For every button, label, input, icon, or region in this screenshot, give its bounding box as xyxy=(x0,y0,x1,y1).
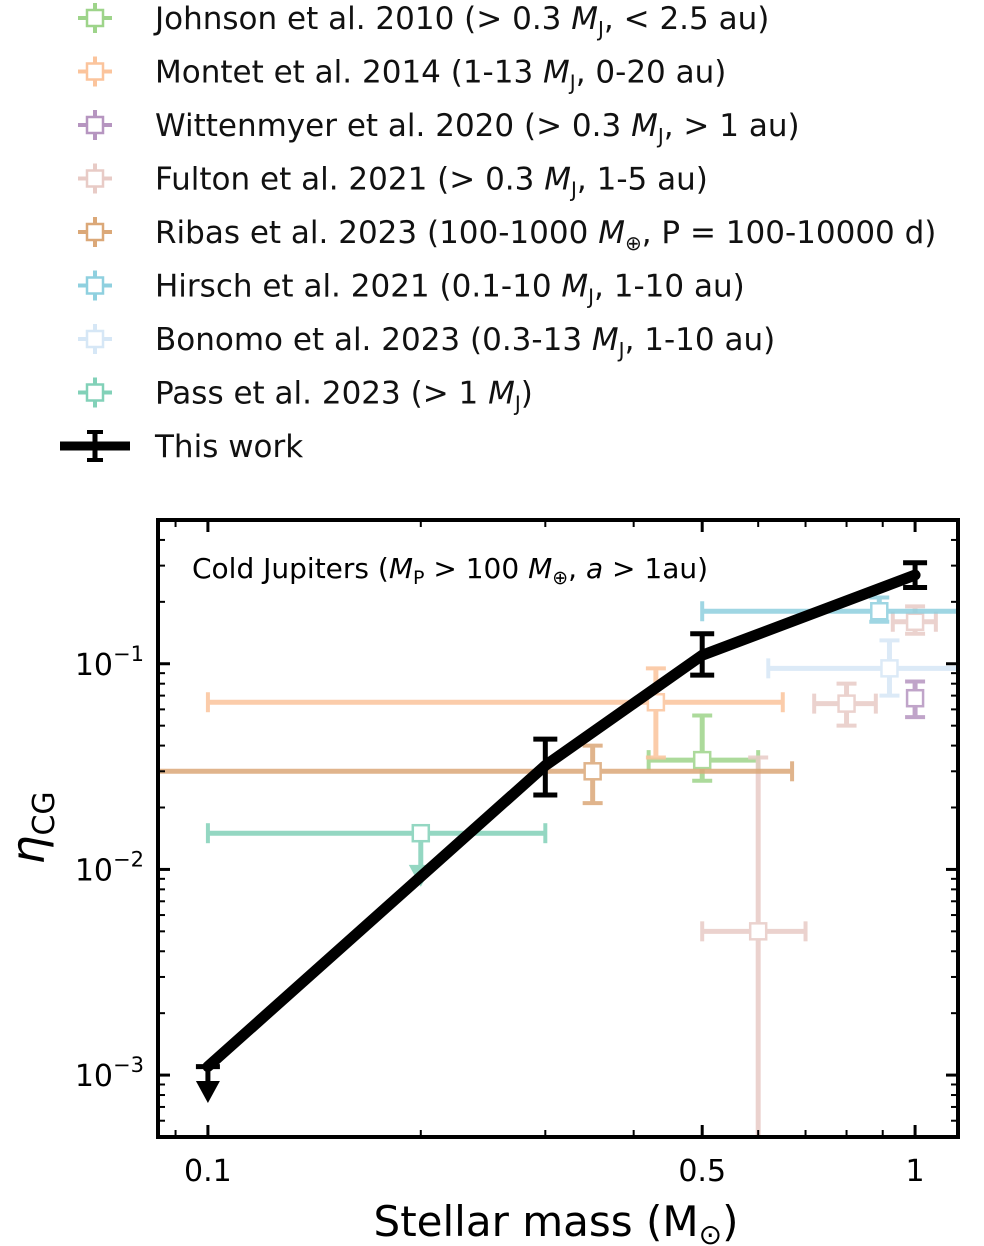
x-tick-label: 0.5 xyxy=(678,1154,726,1189)
legend-label: Bonomo et al. 2023 (0.3-13 MJ, 1-10 au) xyxy=(155,322,775,362)
legend-label: Ribas et al. 2023 (100-1000 M⊕, P = 100-… xyxy=(155,215,936,255)
legend-marker xyxy=(85,8,105,28)
series-6 xyxy=(766,638,958,698)
legend: Johnson et al. 2010 (> 0.3 MJ, < 2.5 au)… xyxy=(60,1,936,465)
legend-label: Wittenmyer et al. 2020 (> 0.3 MJ, > 1 au… xyxy=(155,108,800,148)
legend-entry: This work xyxy=(60,429,303,465)
legend-entry: Fulton et al. 2021 (> 0.3 MJ, 1-5 au) xyxy=(78,162,708,202)
legend-entry: Pass et al. 2023 (> 1 MJ) xyxy=(78,376,533,416)
square-marker xyxy=(748,922,768,941)
series-2 xyxy=(905,679,926,720)
data-point xyxy=(766,638,958,698)
data-point xyxy=(905,679,926,720)
x-tick-label: 0.1 xyxy=(184,1154,232,1189)
legend-label: Hirsch et al. 2021 (0.1-10 MJ, 1-10 au) xyxy=(155,269,745,309)
x-axis-label: Stellar mass (M⊙) xyxy=(374,1197,739,1246)
point-marker xyxy=(697,650,708,661)
series-8 xyxy=(195,560,928,1104)
square-marker xyxy=(837,694,856,713)
square-marker xyxy=(692,750,712,770)
legend-marker xyxy=(85,276,105,295)
legend-marker xyxy=(85,169,105,188)
series-7 xyxy=(205,823,548,887)
plot-marks xyxy=(158,560,958,1137)
data-point xyxy=(812,681,878,728)
square-marker xyxy=(905,612,925,632)
data-point xyxy=(205,823,548,887)
square-marker xyxy=(870,602,889,621)
legend-label: Johnson et al. 2010 (> 0.3 MJ, < 2.5 au) xyxy=(153,1,769,41)
data-point xyxy=(700,755,808,1137)
y-tick-label: 10−3 xyxy=(75,1053,144,1094)
data-point xyxy=(903,560,928,590)
x-tick-label: 1 xyxy=(906,1154,925,1189)
data-point xyxy=(205,666,785,760)
point-marker xyxy=(202,1061,213,1072)
square-marker xyxy=(905,688,925,708)
y-axis-label: ηCG xyxy=(1,791,62,864)
data-point xyxy=(195,1061,220,1104)
series-4 xyxy=(158,743,795,806)
square-marker xyxy=(880,659,899,678)
data-point xyxy=(890,604,938,636)
data-point xyxy=(690,631,715,678)
legend-entry: Wittenmyer et al. 2020 (> 0.3 MJ, > 1 au… xyxy=(78,108,800,148)
legend-entry: Johnson et al. 2010 (> 0.3 MJ, < 2.5 au) xyxy=(78,1,769,41)
upper-limit-arrow xyxy=(195,1081,220,1104)
legend-marker xyxy=(85,62,105,81)
square-marker xyxy=(411,823,431,843)
data-point xyxy=(533,736,558,798)
legend-entry: Ribas et al. 2023 (100-1000 M⊕, P = 100-… xyxy=(78,215,936,255)
legend-entry: Bonomo et al. 2023 (0.3-13 MJ, 1-10 au) xyxy=(78,322,775,362)
series-1 xyxy=(205,666,785,760)
data-point xyxy=(158,743,795,806)
legend-label: Fulton et al. 2021 (> 0.3 MJ, 1-5 au) xyxy=(155,162,708,202)
y-tick-label: 10−2 xyxy=(75,847,144,888)
square-marker xyxy=(583,762,602,781)
legend-marker xyxy=(85,115,105,135)
this-work-line xyxy=(202,569,921,1073)
point-marker xyxy=(910,570,921,581)
legend-entry: Hirsch et al. 2021 (0.1-10 MJ, 1-10 au) xyxy=(78,269,745,309)
point-marker xyxy=(540,760,551,771)
legend-label: Montet et al. 2014 (1-13 MJ, 0-20 au) xyxy=(155,55,726,95)
y-tick-label: 10−1 xyxy=(75,642,144,683)
legend-label: Pass et al. 2023 (> 1 MJ) xyxy=(155,376,533,416)
axes: 0.1 0.5 1 10−1 10−2 10−3 xyxy=(75,518,960,1189)
plot-frame xyxy=(156,518,960,1139)
legend-marker xyxy=(85,383,105,402)
legend-marker xyxy=(85,329,105,349)
legend-marker xyxy=(85,222,105,242)
plot-annotation: Cold Jupiters (MP > 100 M⊕, a > 1au) xyxy=(192,552,708,589)
legend-entry: Montet et al. 2014 (1-13 MJ, 0-20 au) xyxy=(78,55,726,95)
legend-label: This work xyxy=(154,429,303,465)
series-3 xyxy=(700,604,938,1137)
